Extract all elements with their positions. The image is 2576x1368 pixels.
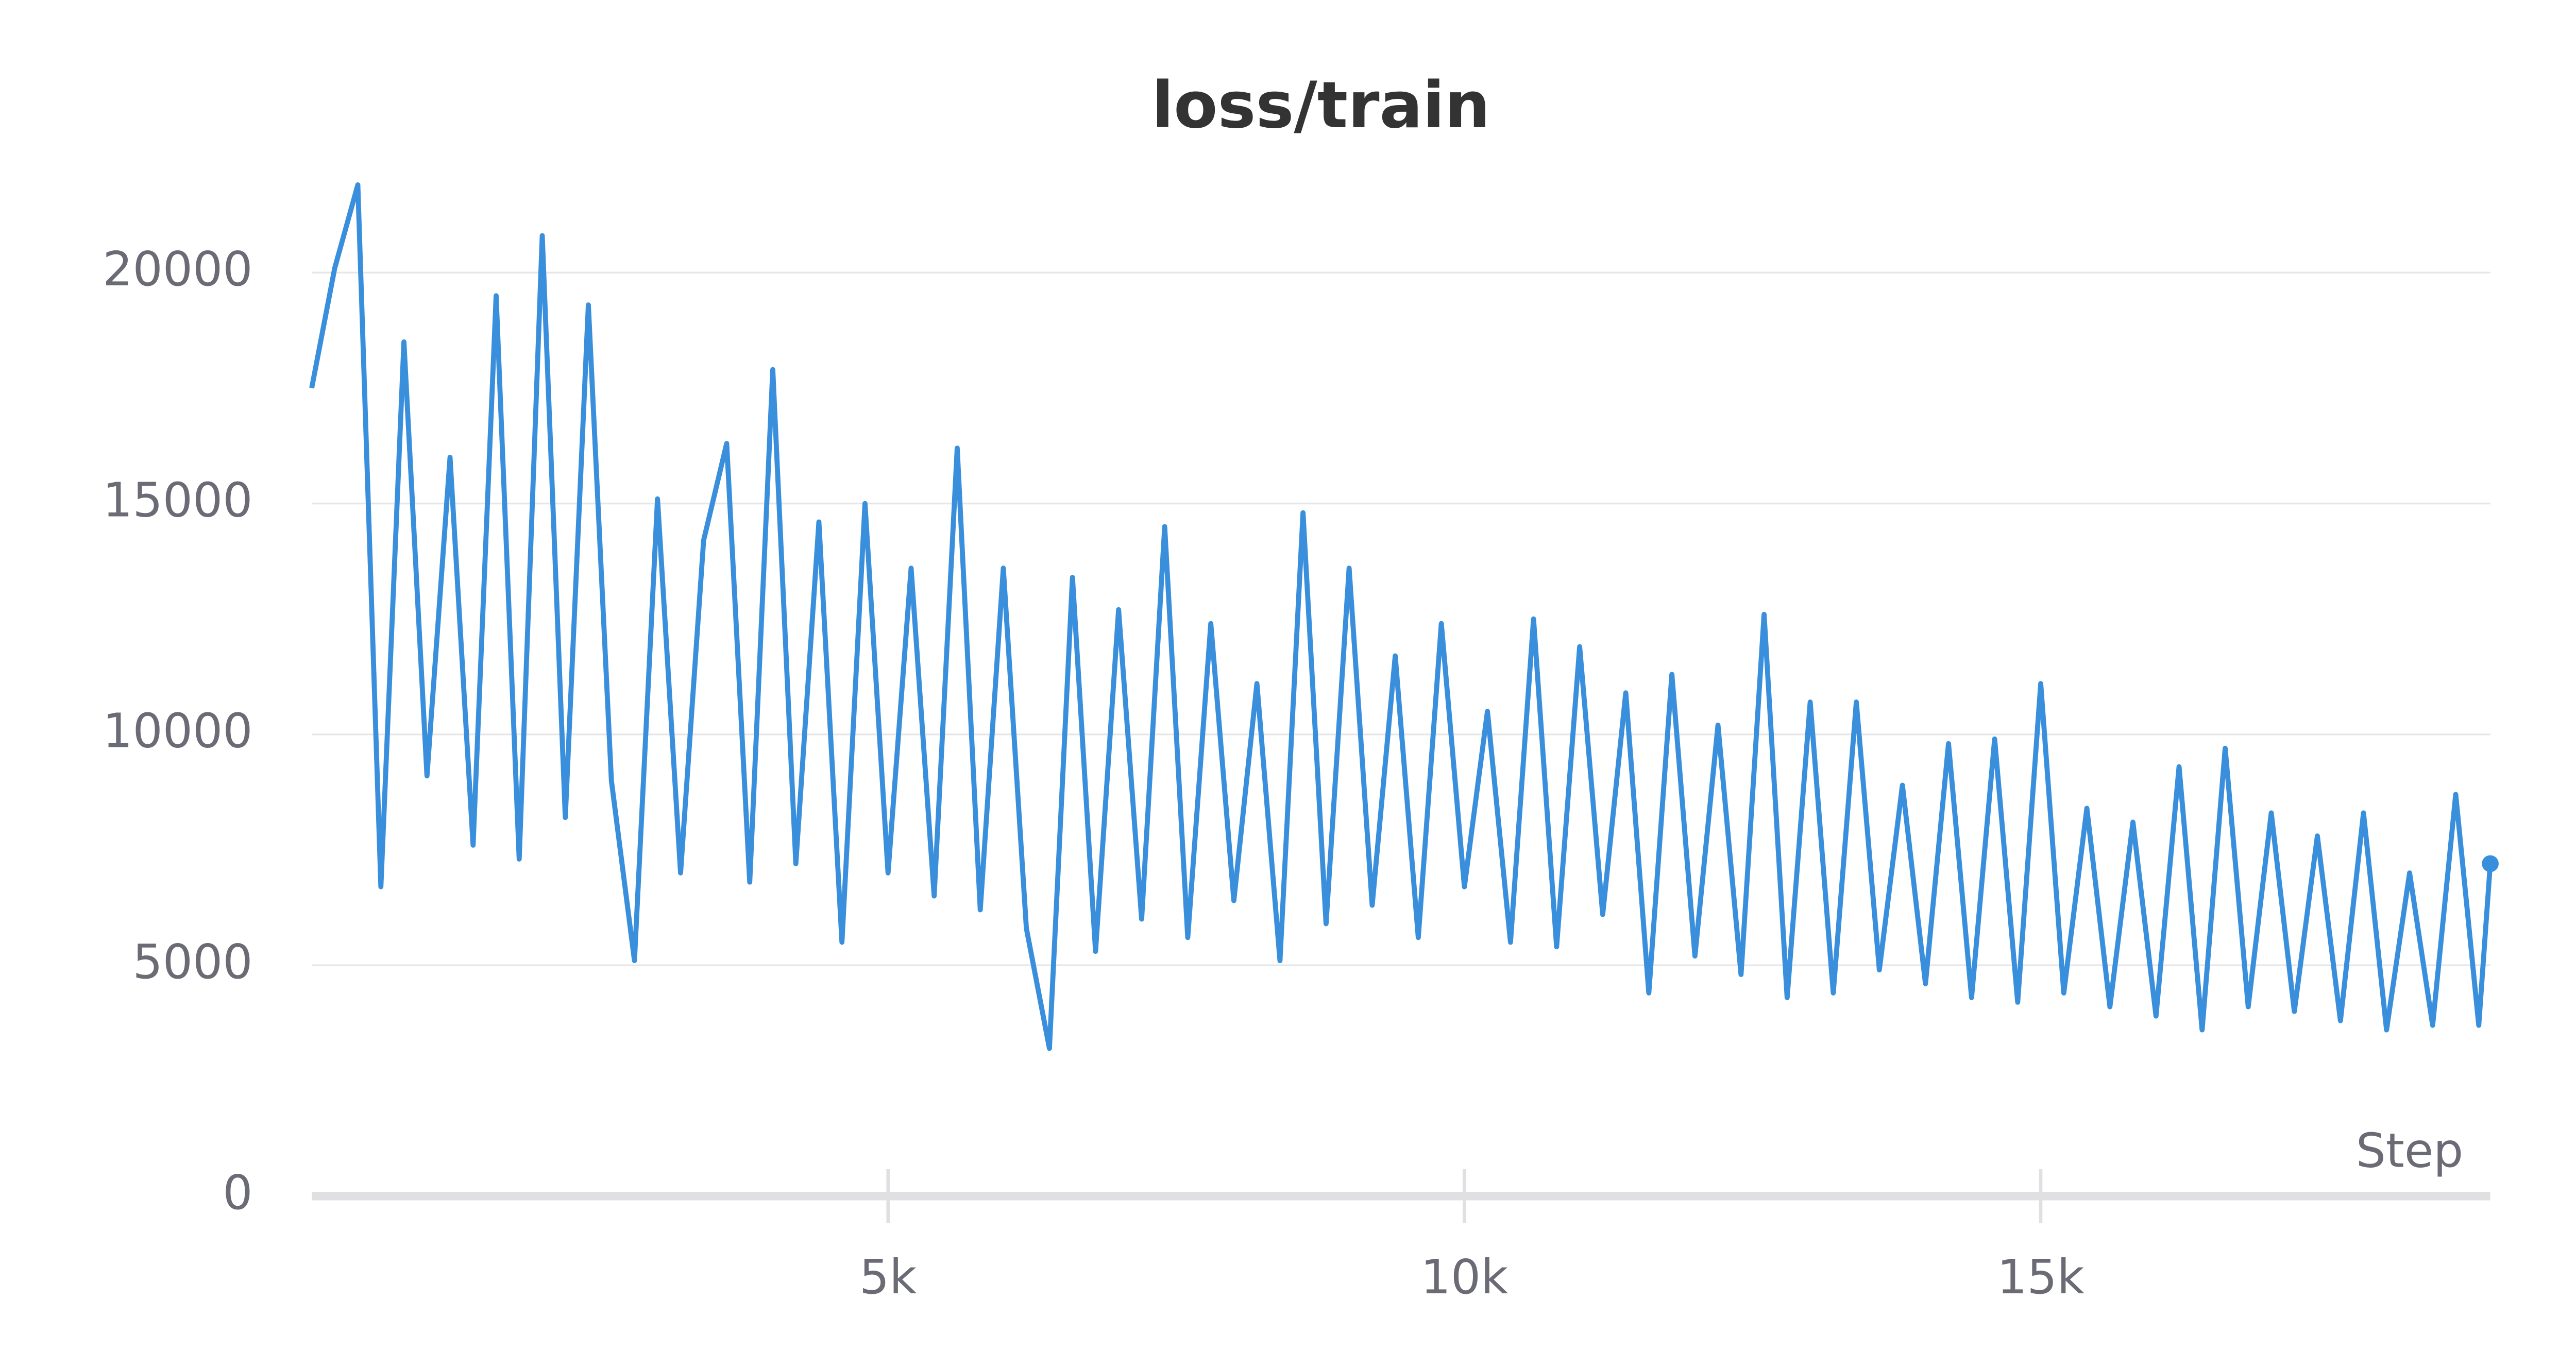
chart-title: loss/train: [1152, 69, 1490, 143]
x-tick-label: 5k: [859, 1250, 917, 1305]
x-axis-label: Step: [2356, 1123, 2463, 1178]
line: [309, 182, 2493, 1051]
x-tick-label: 10k: [1421, 1250, 1509, 1305]
y-tick-label: 5000: [133, 934, 253, 989]
y-tick-label: 10000: [103, 704, 252, 759]
x-tick-label: 15k: [1997, 1250, 2084, 1305]
end-point: [2482, 855, 2499, 873]
y-tick-label: 20000: [103, 242, 252, 297]
y-tick-label: 15000: [103, 472, 252, 527]
y-tick-label: 0: [223, 1165, 252, 1220]
